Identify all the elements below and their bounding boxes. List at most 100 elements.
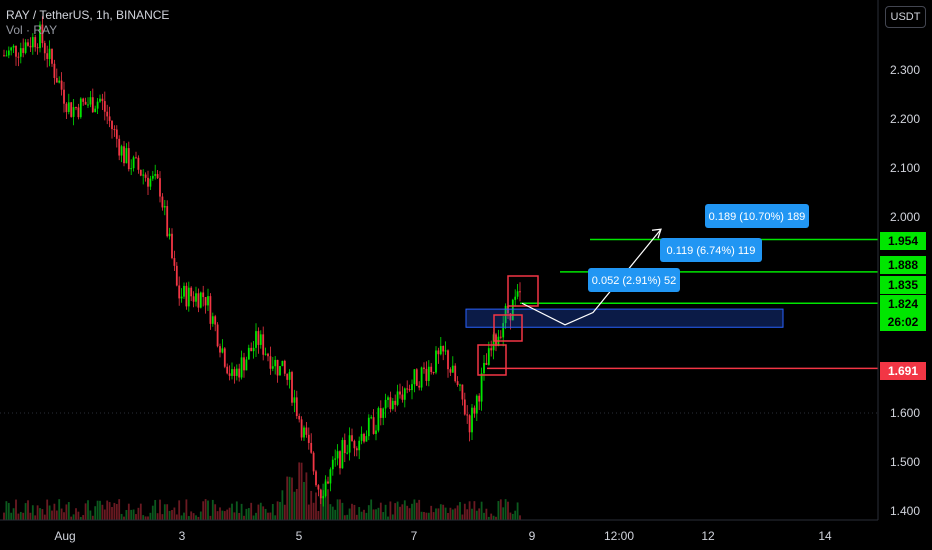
volume-bar xyxy=(384,504,387,520)
volume-bar xyxy=(435,508,437,520)
candle-body xyxy=(195,293,197,302)
candle-body xyxy=(492,334,495,351)
candle-body xyxy=(403,388,406,400)
volume-bar xyxy=(355,514,358,520)
volume-bar xyxy=(403,500,406,520)
volume-bar xyxy=(324,479,327,520)
candle-body xyxy=(144,174,147,178)
candle-body xyxy=(442,345,445,352)
time-tick-label: 14 xyxy=(818,529,832,543)
volume-bar xyxy=(7,502,10,520)
volume-bar xyxy=(137,507,140,520)
candle-body xyxy=(101,98,104,102)
candle-body xyxy=(322,496,325,499)
volume-bar xyxy=(475,510,478,520)
candle-body xyxy=(485,362,488,365)
axis-corner xyxy=(880,524,926,546)
volume-bar xyxy=(291,477,293,520)
price-tick-label: 1.400 xyxy=(890,504,920,518)
volume-bar xyxy=(281,490,284,520)
candle-body xyxy=(221,348,224,353)
candle-body xyxy=(36,47,39,49)
volume-bar xyxy=(468,501,471,520)
candle-body xyxy=(132,157,135,169)
candle-body xyxy=(53,63,56,78)
volume-bar xyxy=(363,509,365,520)
candle-body xyxy=(214,316,217,325)
candle-body xyxy=(96,101,99,109)
volume-bar xyxy=(221,510,224,520)
volume-bar xyxy=(79,516,82,520)
candle-body xyxy=(401,394,404,400)
candle-body xyxy=(151,175,154,179)
volume-bar xyxy=(192,513,195,520)
volume-bar xyxy=(180,515,183,520)
candle-body xyxy=(171,233,173,259)
candle-body xyxy=(317,485,320,490)
measure-label-box xyxy=(660,238,762,262)
candle-body xyxy=(175,265,178,286)
candle-body xyxy=(298,415,301,420)
volume-bar xyxy=(75,508,77,520)
volume-bar xyxy=(84,503,87,520)
volume-bar xyxy=(492,515,495,520)
candle-body xyxy=(483,362,485,374)
volume-bar xyxy=(154,499,157,520)
candle-body xyxy=(120,146,123,156)
volume-bar xyxy=(17,513,20,520)
candle-body xyxy=(10,47,13,51)
volume-bar xyxy=(228,507,231,520)
volume-bar xyxy=(327,489,329,520)
candle-body xyxy=(238,368,241,378)
candle-body xyxy=(415,369,418,386)
price-tick-label: 2.200 xyxy=(890,112,920,126)
volume-bar xyxy=(103,509,106,520)
candle-body xyxy=(312,452,315,472)
candle-body xyxy=(324,481,327,497)
candle-body xyxy=(51,48,53,64)
volume-bar xyxy=(252,515,255,520)
candle-body xyxy=(29,45,32,48)
volume-bar xyxy=(257,504,260,520)
candle-body xyxy=(379,408,382,418)
candle-body xyxy=(209,296,212,324)
candle-body xyxy=(435,350,437,373)
volume-bar xyxy=(391,514,394,520)
volume-bar xyxy=(483,512,485,520)
volume-bar xyxy=(36,505,39,520)
candle-body xyxy=(490,348,493,351)
price-tag-text: 1.888 xyxy=(888,258,918,272)
volume-bar xyxy=(147,516,149,520)
volume-bar xyxy=(346,514,349,520)
volume-bar xyxy=(310,490,313,520)
candle-body xyxy=(103,101,106,112)
candle-body xyxy=(27,42,29,46)
volume-bar xyxy=(130,509,133,520)
volume-bar xyxy=(139,503,142,520)
volume-bar xyxy=(82,515,85,520)
price-tag-text: 1.824 xyxy=(888,297,918,311)
candle-body xyxy=(231,369,233,376)
volume-bar xyxy=(305,472,308,520)
candle-body xyxy=(60,80,63,90)
candle-body xyxy=(197,293,200,308)
volume-bar xyxy=(171,509,173,520)
price-tag xyxy=(880,362,926,380)
candle-body xyxy=(142,174,145,176)
volume-bar xyxy=(41,509,44,520)
currency-unit-button[interactable]: USDT xyxy=(885,6,926,28)
volume-bar xyxy=(185,499,188,520)
price-tag xyxy=(880,295,926,313)
volume-bar xyxy=(339,499,341,520)
volume-bar xyxy=(269,512,272,520)
candle-body xyxy=(118,138,121,156)
candle-body xyxy=(466,414,469,416)
candle-body xyxy=(89,97,92,105)
candle-body xyxy=(514,296,517,300)
candle-body xyxy=(451,365,454,373)
candle-body xyxy=(168,233,171,237)
candle-body xyxy=(444,350,447,352)
candle-body xyxy=(235,368,238,376)
volume-bar xyxy=(125,509,128,520)
